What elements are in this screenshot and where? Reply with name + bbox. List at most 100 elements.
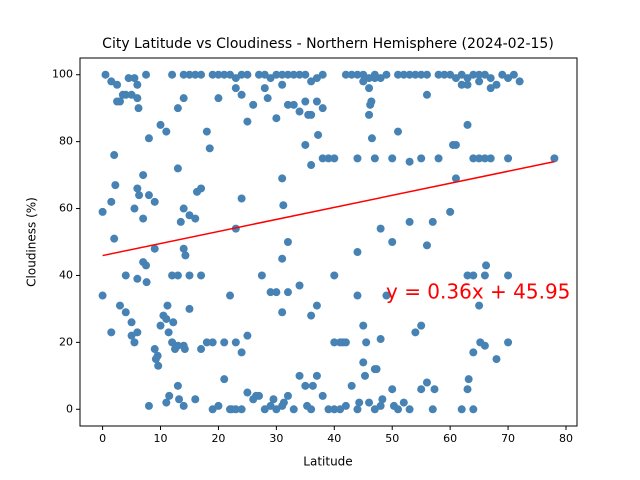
- point: [469, 348, 478, 357]
- x-tick-label: 70: [501, 432, 515, 445]
- point: [154, 361, 163, 370]
- point: [399, 398, 408, 407]
- point: [451, 174, 460, 183]
- point: [399, 70, 408, 79]
- point: [260, 70, 269, 79]
- point: [486, 84, 495, 93]
- point: [480, 70, 489, 79]
- point: [307, 161, 316, 170]
- point: [231, 224, 240, 233]
- point: [162, 314, 171, 323]
- point: [278, 70, 287, 79]
- point: [151, 355, 160, 364]
- point: [417, 321, 426, 330]
- point: [231, 84, 240, 93]
- point: [283, 100, 292, 109]
- point: [249, 100, 258, 109]
- point: [113, 97, 122, 106]
- point: [405, 70, 414, 79]
- point: [243, 70, 252, 79]
- point: [422, 90, 431, 99]
- point: [475, 77, 484, 86]
- point: [169, 318, 178, 327]
- point: [173, 104, 182, 113]
- point: [434, 70, 443, 79]
- point: [144, 191, 153, 200]
- point: [191, 395, 200, 404]
- point: [463, 80, 472, 89]
- point: [422, 378, 431, 387]
- point: [133, 274, 142, 283]
- point: [208, 70, 217, 79]
- point: [446, 207, 455, 216]
- point: [353, 291, 362, 300]
- point: [492, 355, 501, 364]
- regression-line: [102, 160, 555, 257]
- point: [486, 154, 495, 163]
- x-tick-label: 60: [443, 432, 457, 445]
- point: [165, 391, 174, 400]
- point: [127, 331, 136, 340]
- point: [185, 211, 194, 220]
- point: [434, 154, 443, 163]
- point: [226, 70, 235, 79]
- point: [180, 345, 189, 354]
- point: [451, 74, 460, 83]
- point: [266, 288, 275, 297]
- point: [226, 291, 235, 300]
- point: [376, 224, 385, 233]
- point: [163, 301, 172, 310]
- point: [135, 191, 144, 200]
- point: [130, 74, 139, 83]
- point: [133, 94, 142, 103]
- point: [279, 201, 288, 210]
- point: [179, 70, 188, 79]
- point: [139, 214, 148, 223]
- point: [202, 338, 211, 347]
- point: [283, 238, 292, 246]
- point: [130, 204, 139, 213]
- point: [115, 301, 124, 310]
- point: [237, 348, 246, 357]
- point: [237, 194, 246, 203]
- point: [142, 261, 151, 270]
- point: [301, 140, 310, 149]
- point: [295, 371, 304, 380]
- point: [191, 214, 200, 223]
- point: [463, 74, 472, 83]
- point: [330, 338, 339, 347]
- point: [139, 171, 148, 180]
- point: [475, 301, 484, 310]
- point: [237, 70, 246, 79]
- point: [509, 70, 518, 79]
- x-tick-label: 10: [154, 432, 168, 445]
- point: [469, 271, 478, 280]
- point: [382, 291, 391, 300]
- point: [388, 385, 397, 394]
- point: [307, 405, 316, 414]
- point: [227, 405, 236, 414]
- point: [168, 338, 177, 347]
- point: [440, 70, 449, 79]
- point: [367, 134, 376, 143]
- point: [388, 154, 397, 163]
- point: [278, 80, 287, 89]
- point: [168, 271, 177, 280]
- point: [457, 405, 466, 414]
- point: [370, 74, 379, 83]
- point: [430, 385, 439, 394]
- point: [272, 405, 281, 414]
- point: [394, 405, 403, 414]
- point: [295, 107, 304, 116]
- point: [283, 70, 292, 79]
- point: [359, 70, 368, 79]
- point: [405, 405, 414, 414]
- point: [405, 217, 414, 226]
- point: [301, 70, 310, 79]
- point: [173, 164, 182, 173]
- point: [307, 311, 316, 320]
- point: [134, 104, 143, 113]
- point: [376, 401, 385, 410]
